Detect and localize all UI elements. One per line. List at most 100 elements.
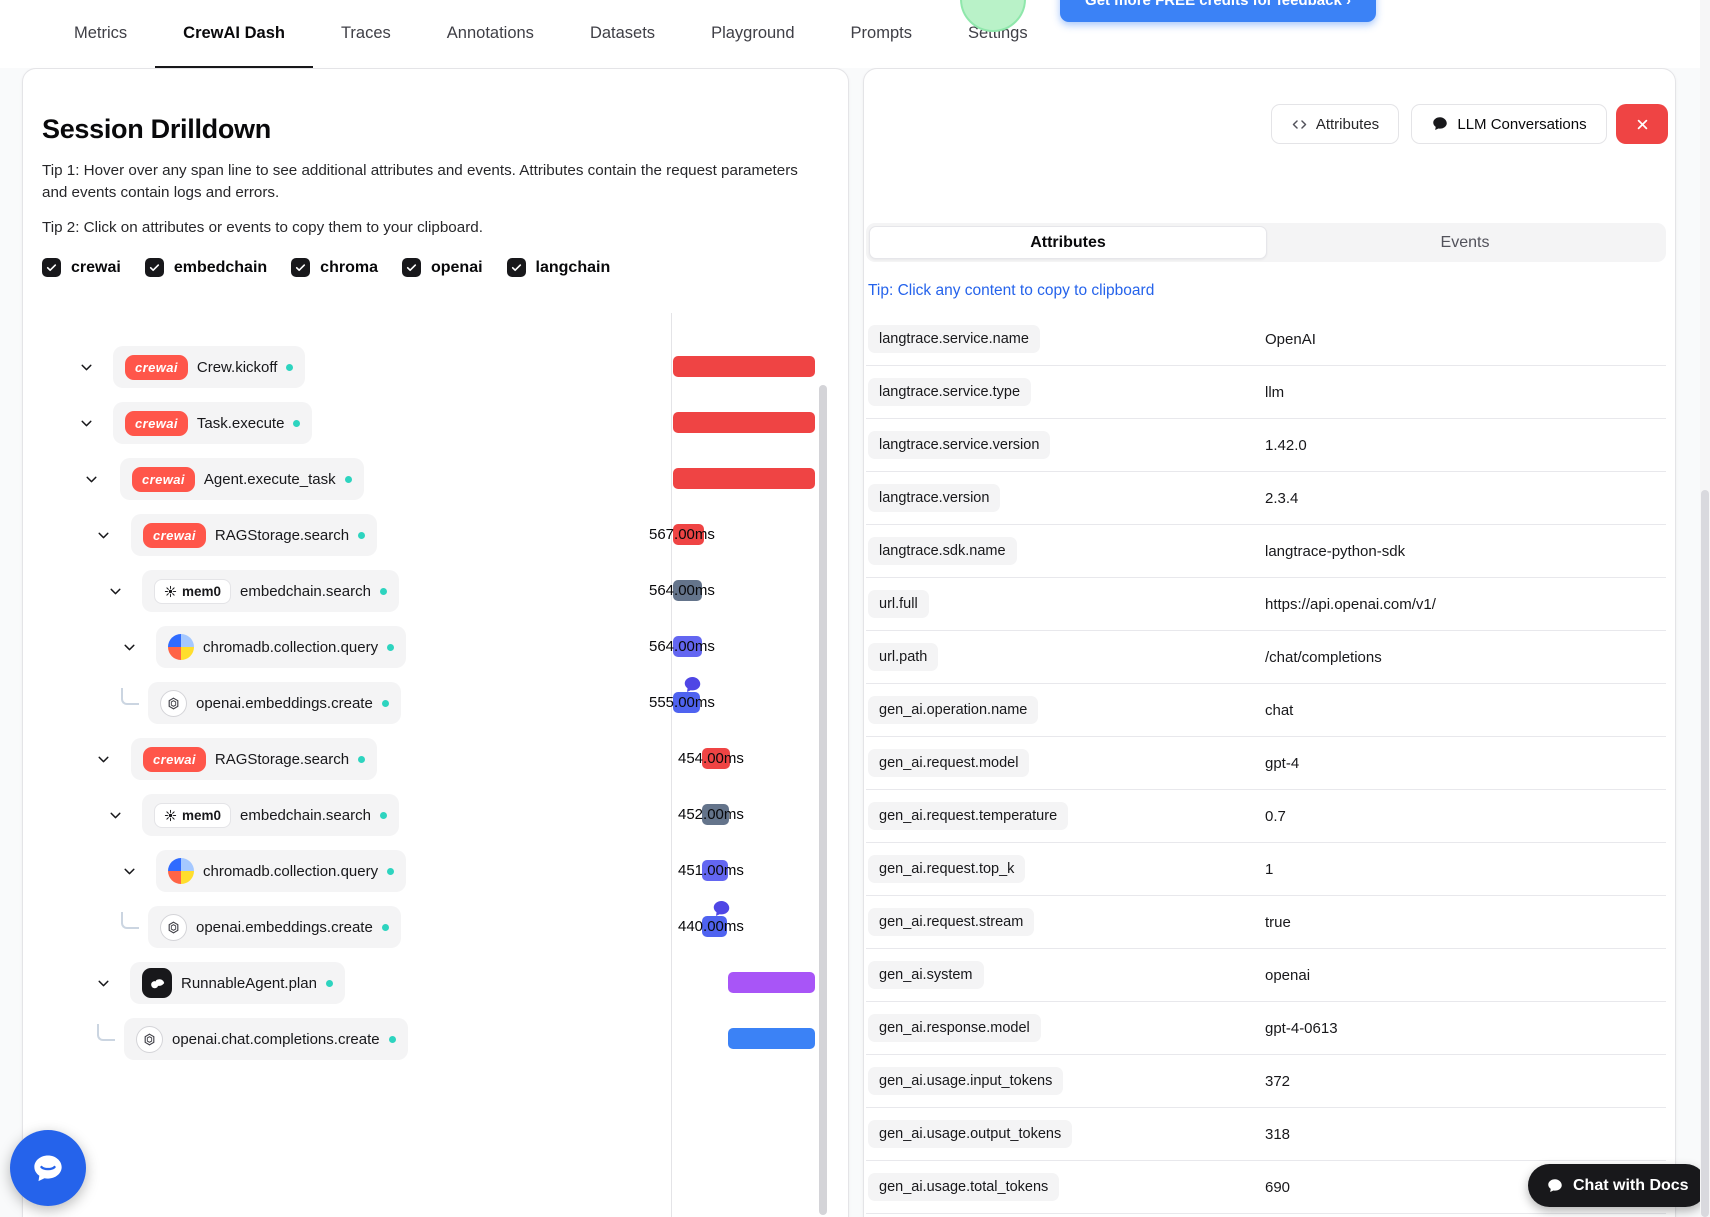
tab-annotations[interactable]: Annotations [446,23,534,42]
filter-embedchain[interactable]: embedchain [144,258,267,277]
tab-attributes[interactable]: Attributes [869,226,1267,259]
attribute-value[interactable]: OpenAI [1265,330,1316,348]
tab-traces[interactable]: Traces [340,23,391,42]
page-scrollbar-thumb[interactable] [1701,490,1709,1217]
attribute-value[interactable]: llm [1265,383,1285,401]
attribute-key[interactable]: gen_ai.usage.total_tokens [868,1173,1060,1201]
attribute-key[interactable]: langtrace.version [868,484,1001,512]
attributes-view-button[interactable]: Attributes [1271,104,1399,144]
chevron-down-icon[interactable] [121,639,138,656]
chat-with-docs-button[interactable]: Chat with Docs [1528,1164,1707,1207]
span-chip[interactable]: crewai RAGStorage.search [131,738,378,780]
close-button[interactable] [1616,104,1668,144]
checkbox-checked-icon[interactable] [144,258,164,277]
chevron-down-icon[interactable] [95,975,112,992]
span-duration-bar[interactable] [728,972,815,993]
span-chip[interactable]: openai.chat.completions.create [124,1018,408,1060]
llm-conversations-button[interactable]: LLM Conversations [1411,104,1607,144]
attribute-key[interactable]: langtrace.service.version [868,431,1051,459]
status-dot [379,811,387,819]
chevron-down-icon[interactable] [95,751,112,768]
tab-metrics[interactable]: Metrics [74,23,128,42]
span-chip[interactable]: RunnableAgent.plan [130,962,345,1004]
attribute-key[interactable]: gen_ai.usage.output_tokens [868,1120,1073,1148]
checkbox-checked-icon[interactable] [42,258,61,277]
filter-crewai[interactable]: crewai [42,258,121,277]
span-chip[interactable]: crewai RAGStorage.search [131,514,378,556]
span-duration-bar[interactable] [673,692,700,713]
span-chip[interactable]: crewai Crew.kickoff [113,346,306,388]
chat-widget-button[interactable] [10,1130,86,1206]
tab-prompts[interactable]: Prompts [850,23,912,42]
attribute-key[interactable]: gen_ai.request.temperature [868,802,1069,830]
checkbox-checked-icon[interactable] [401,258,421,277]
span-chip[interactable]: openai.embeddings.create [148,682,401,724]
attribute-value[interactable]: true [1265,913,1291,931]
span-duration-bar[interactable] [673,524,704,545]
span-chip[interactable]: mem0 embedchain.search [142,794,399,836]
attribute-value[interactable]: /chat/completions [1265,648,1382,666]
tree-scrollbar-thumb[interactable] [819,385,827,1215]
page-scrollbar[interactable] [1700,0,1710,1217]
attribute-key[interactable]: langtrace.service.type [868,378,1032,406]
tab-crewai-dash[interactable]: CrewAI Dash [155,0,313,68]
attribute-key[interactable]: langtrace.sdk.name [868,537,1017,565]
chevron-down-icon[interactable] [95,527,112,544]
filter-langchain[interactable]: langchain [506,258,610,277]
span-chip[interactable]: crewai Agent.execute_task [120,458,364,500]
filter-openai[interactable]: openai [401,258,483,277]
chevron-down-icon[interactable] [121,863,138,880]
checkbox-checked-icon[interactable] [291,258,311,277]
attribute-value[interactable]: 372 [1265,1072,1291,1090]
checkbox-checked-icon[interactable] [506,258,526,277]
chevron-down-icon[interactable] [107,807,124,824]
tip1-text: Tip 1: Hover over any span line to see a… [42,162,798,201]
tab-playground[interactable]: Playground [711,23,795,42]
attribute-key[interactable]: langtrace.service.name [868,325,1040,353]
span-duration-bar[interactable] [702,916,727,937]
span-duration-bar[interactable] [673,636,702,657]
attribute-value[interactable]: 690 [1265,1178,1291,1196]
attribute-value[interactable]: 1 [1265,860,1274,878]
span-chip[interactable]: chromadb.collection.query [156,626,407,668]
attribute-value[interactable]: 1.42.0 [1265,436,1307,454]
chevron-down-icon[interactable] [78,415,95,432]
chevron-down-icon[interactable] [83,471,100,488]
span-duration-bar[interactable] [702,860,728,881]
attribute-value[interactable]: https://api.openai.com/v1/ [1265,595,1436,613]
attribute-value[interactable]: gpt-4 [1265,754,1300,772]
span-chip[interactable]: chromadb.collection.query [156,850,407,892]
span-duration-bar[interactable] [728,1028,815,1049]
attribute-key[interactable]: gen_ai.request.model [868,749,1030,777]
attribute-value[interactable]: gpt-4-0613 [1265,1019,1338,1037]
span-duration-bar[interactable] [702,748,730,769]
attribute-key[interactable]: url.path [868,643,939,671]
tab-datasets[interactable]: Datasets [589,23,656,42]
attribute-key[interactable]: gen_ai.response.model [868,1014,1041,1042]
attribute-value[interactable]: 0.7 [1265,807,1286,825]
span-chip[interactable]: openai.embeddings.create [148,906,401,948]
chevron-down-icon[interactable] [78,359,95,376]
attribute-value[interactable]: 318 [1265,1125,1291,1143]
attribute-key[interactable]: gen_ai.request.top_k [868,855,1026,883]
span-chip[interactable]: crewai Task.execute [113,402,313,444]
attribute-value[interactable]: langtrace-python-sdk [1265,542,1406,560]
span-duration-bar[interactable] [673,412,815,433]
span-duration-bar[interactable] [673,356,815,377]
attribute-key[interactable]: gen_ai.system [868,961,984,989]
attribute-value[interactable]: chat [1265,701,1294,719]
attribute-key[interactable]: gen_ai.usage.input_tokens [868,1067,1064,1095]
attribute-key[interactable]: gen_ai.request.stream [868,908,1035,936]
attribute-key[interactable]: gen_ai.operation.name [868,696,1039,724]
tab-events[interactable]: Events [1440,233,1490,251]
attribute-value[interactable]: openai [1265,966,1311,984]
attribute-key[interactable]: url.full [868,590,929,618]
span-duration-bar[interactable] [702,804,729,825]
chevron-down-icon[interactable] [107,583,124,600]
span-duration-bar[interactable] [673,580,702,601]
credits-button[interactable]: Get more FREE credits for feedback › [1060,0,1376,22]
span-duration-bar[interactable] [673,468,815,489]
attribute-value[interactable]: 2.3.4 [1265,489,1299,507]
span-chip[interactable]: mem0 embedchain.search [142,570,399,612]
filter-chroma[interactable]: chroma [291,258,378,277]
